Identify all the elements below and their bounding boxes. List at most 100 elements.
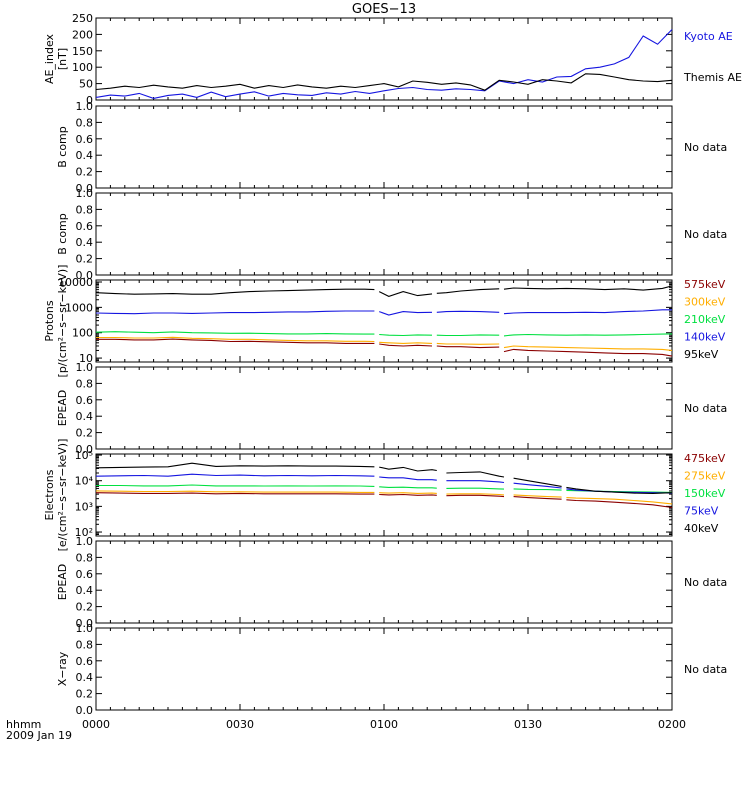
no-data-note: No data bbox=[684, 576, 727, 589]
y-tick-label: 0.0 bbox=[76, 269, 94, 282]
series-line-40kev bbox=[566, 486, 673, 494]
y-tick-label: 0.0 bbox=[76, 704, 94, 717]
series-line-300kev bbox=[503, 345, 673, 351]
series-line-95kev bbox=[378, 291, 433, 297]
y-tick-label: 0.2 bbox=[76, 253, 94, 266]
y-tick-label: 0.2 bbox=[76, 688, 94, 701]
x-axis-labels: 0000 0030 0100 0130 0200 bbox=[82, 718, 686, 731]
y-axis-label: Protons bbox=[43, 300, 56, 341]
y-axis-label: EPEAD bbox=[56, 564, 69, 601]
series-line-300kev bbox=[96, 336, 375, 343]
y-tick-label: 0.4 bbox=[76, 671, 94, 684]
y-tick-label: 0 bbox=[86, 94, 93, 107]
y-axis-label: B comp bbox=[56, 126, 69, 168]
series-line-40kev bbox=[513, 477, 562, 487]
legend-275kev: 275keV bbox=[684, 470, 726, 483]
legend-575kev: 575keV bbox=[684, 278, 726, 291]
series-line-275kev bbox=[513, 494, 562, 498]
series-line-40kev bbox=[95, 462, 375, 469]
y-tick-label: 0.0 bbox=[76, 443, 94, 456]
y-tick-label: 0.6 bbox=[76, 394, 94, 407]
y-tick-label: 1.0 bbox=[76, 535, 94, 548]
y-tick-label: 10³ bbox=[75, 500, 93, 513]
panel-electrons: 10² 10³ 10⁴ 10⁵ Electrons [e/(cm²−s−sr−keV)] 4… bbox=[43, 439, 726, 552]
legend-95kev: 95keV bbox=[684, 348, 719, 361]
series-line-150kev bbox=[96, 484, 375, 487]
x-tick-label: 0000 bbox=[82, 718, 110, 731]
series-line-150kev bbox=[446, 487, 505, 490]
y-tick-label: 0.2 bbox=[76, 427, 94, 440]
y-axis-label: Electrons bbox=[43, 469, 56, 520]
series-line-75kev bbox=[95, 473, 375, 477]
y-tick-label: 50 bbox=[79, 78, 93, 91]
series-line-themis-ae bbox=[95, 73, 673, 91]
series-line-575kev bbox=[436, 345, 500, 349]
panel-bcomp2: 0.0 0.2 0.4 0.6 0.8 1.0 B comp No data bbox=[56, 187, 727, 282]
no-data-note: No data bbox=[684, 402, 727, 415]
y-tick-label: 0.0 bbox=[76, 617, 94, 630]
series-line-140kev bbox=[436, 310, 500, 313]
plot-title: GOES−13 bbox=[352, 2, 416, 17]
series-line-140kev bbox=[379, 311, 433, 316]
y-tick-label: 0.6 bbox=[76, 655, 94, 668]
y-axis-label: [e/(cm²−s−sr−keV)] bbox=[56, 439, 69, 552]
panel-frame bbox=[95, 540, 673, 624]
series-line-275kev bbox=[379, 492, 437, 494]
panel-frame bbox=[95, 366, 673, 450]
date-label: 2009 Jan 19 bbox=[6, 729, 72, 742]
y-tick-label: 100 bbox=[72, 61, 93, 74]
y-tick-label: 1.0 bbox=[76, 361, 94, 374]
panel-ae: 0 50 100 150 200 250 AE_index [nT] Kyoto AE Themi… bbox=[43, 12, 742, 107]
y-tick-label: 10⁴ bbox=[75, 475, 94, 488]
y-tick-label: 0.2 bbox=[76, 601, 94, 614]
legend-475kev: 475keV bbox=[684, 452, 726, 465]
y-tick-label: 1000 bbox=[65, 301, 93, 314]
no-data-note: No data bbox=[684, 663, 727, 676]
series-line-150kev bbox=[513, 488, 562, 491]
legend-140kev: 140keV bbox=[684, 331, 726, 344]
y-tick-label: 100 bbox=[72, 327, 93, 340]
y-tick-label: 0.4 bbox=[76, 236, 94, 249]
legend-210kev: 210keV bbox=[684, 313, 726, 326]
y-axis-label: X−ray bbox=[56, 651, 69, 686]
series-line-300kev bbox=[379, 341, 433, 344]
x-tick-label: 0200 bbox=[658, 718, 686, 731]
legend-75kev: 75keV bbox=[684, 505, 719, 518]
no-data-note: No data bbox=[684, 141, 727, 154]
y-tick-label: 0.8 bbox=[76, 377, 94, 390]
series-line-140kev bbox=[95, 310, 375, 315]
x-tick-label: 0130 bbox=[514, 718, 542, 731]
series-line-275kev bbox=[95, 490, 375, 493]
panel-bcomp1: 0.0 0.2 0.4 0.6 0.8 1.0 B comp No data bbox=[56, 100, 727, 195]
series-line-95kev bbox=[503, 285, 673, 291]
y-axis-label: B comp bbox=[56, 213, 69, 255]
x-tick-label: 0100 bbox=[370, 718, 398, 731]
panel-frame bbox=[95, 279, 673, 363]
series-line-210kev bbox=[95, 331, 375, 335]
panel-epead2: 0.0 0.2 0.4 0.6 0.8 1.0 EPEAD No data bbox=[56, 535, 727, 630]
series-line-40kev bbox=[446, 471, 505, 478]
panel-frame bbox=[95, 192, 673, 276]
hhmm-label: hhmm bbox=[6, 718, 41, 731]
legend-300kev: 300keV bbox=[684, 296, 726, 309]
y-tick-label: 150 bbox=[72, 45, 93, 58]
y-tick-label: 0.8 bbox=[76, 116, 94, 129]
y-axis-label: EPEAD bbox=[56, 390, 69, 427]
series-line-575kev bbox=[96, 338, 375, 344]
series-line-575kev bbox=[503, 348, 673, 357]
series-line-475kev bbox=[566, 499, 673, 509]
series-line-95kev bbox=[95, 288, 375, 295]
y-axis-label: AE_index bbox=[43, 33, 56, 84]
y-tick-label: 10000 bbox=[58, 276, 93, 289]
series-line-210kev bbox=[503, 333, 673, 337]
series-line-150kev bbox=[566, 489, 673, 493]
no-data-note: No data bbox=[684, 228, 727, 241]
y-tick-label: 10² bbox=[75, 526, 93, 539]
series-line-475kev bbox=[379, 493, 437, 496]
y-axis-label: [p/(cm²−s−sr−keV)] bbox=[56, 265, 69, 378]
legend-150kev: 150keV bbox=[684, 487, 726, 500]
y-tick-label: 0.6 bbox=[76, 220, 94, 233]
y-tick-label: 0.6 bbox=[76, 133, 94, 146]
y-tick-label: 0.2 bbox=[76, 166, 94, 179]
y-axis-label: [nT] bbox=[56, 48, 69, 70]
